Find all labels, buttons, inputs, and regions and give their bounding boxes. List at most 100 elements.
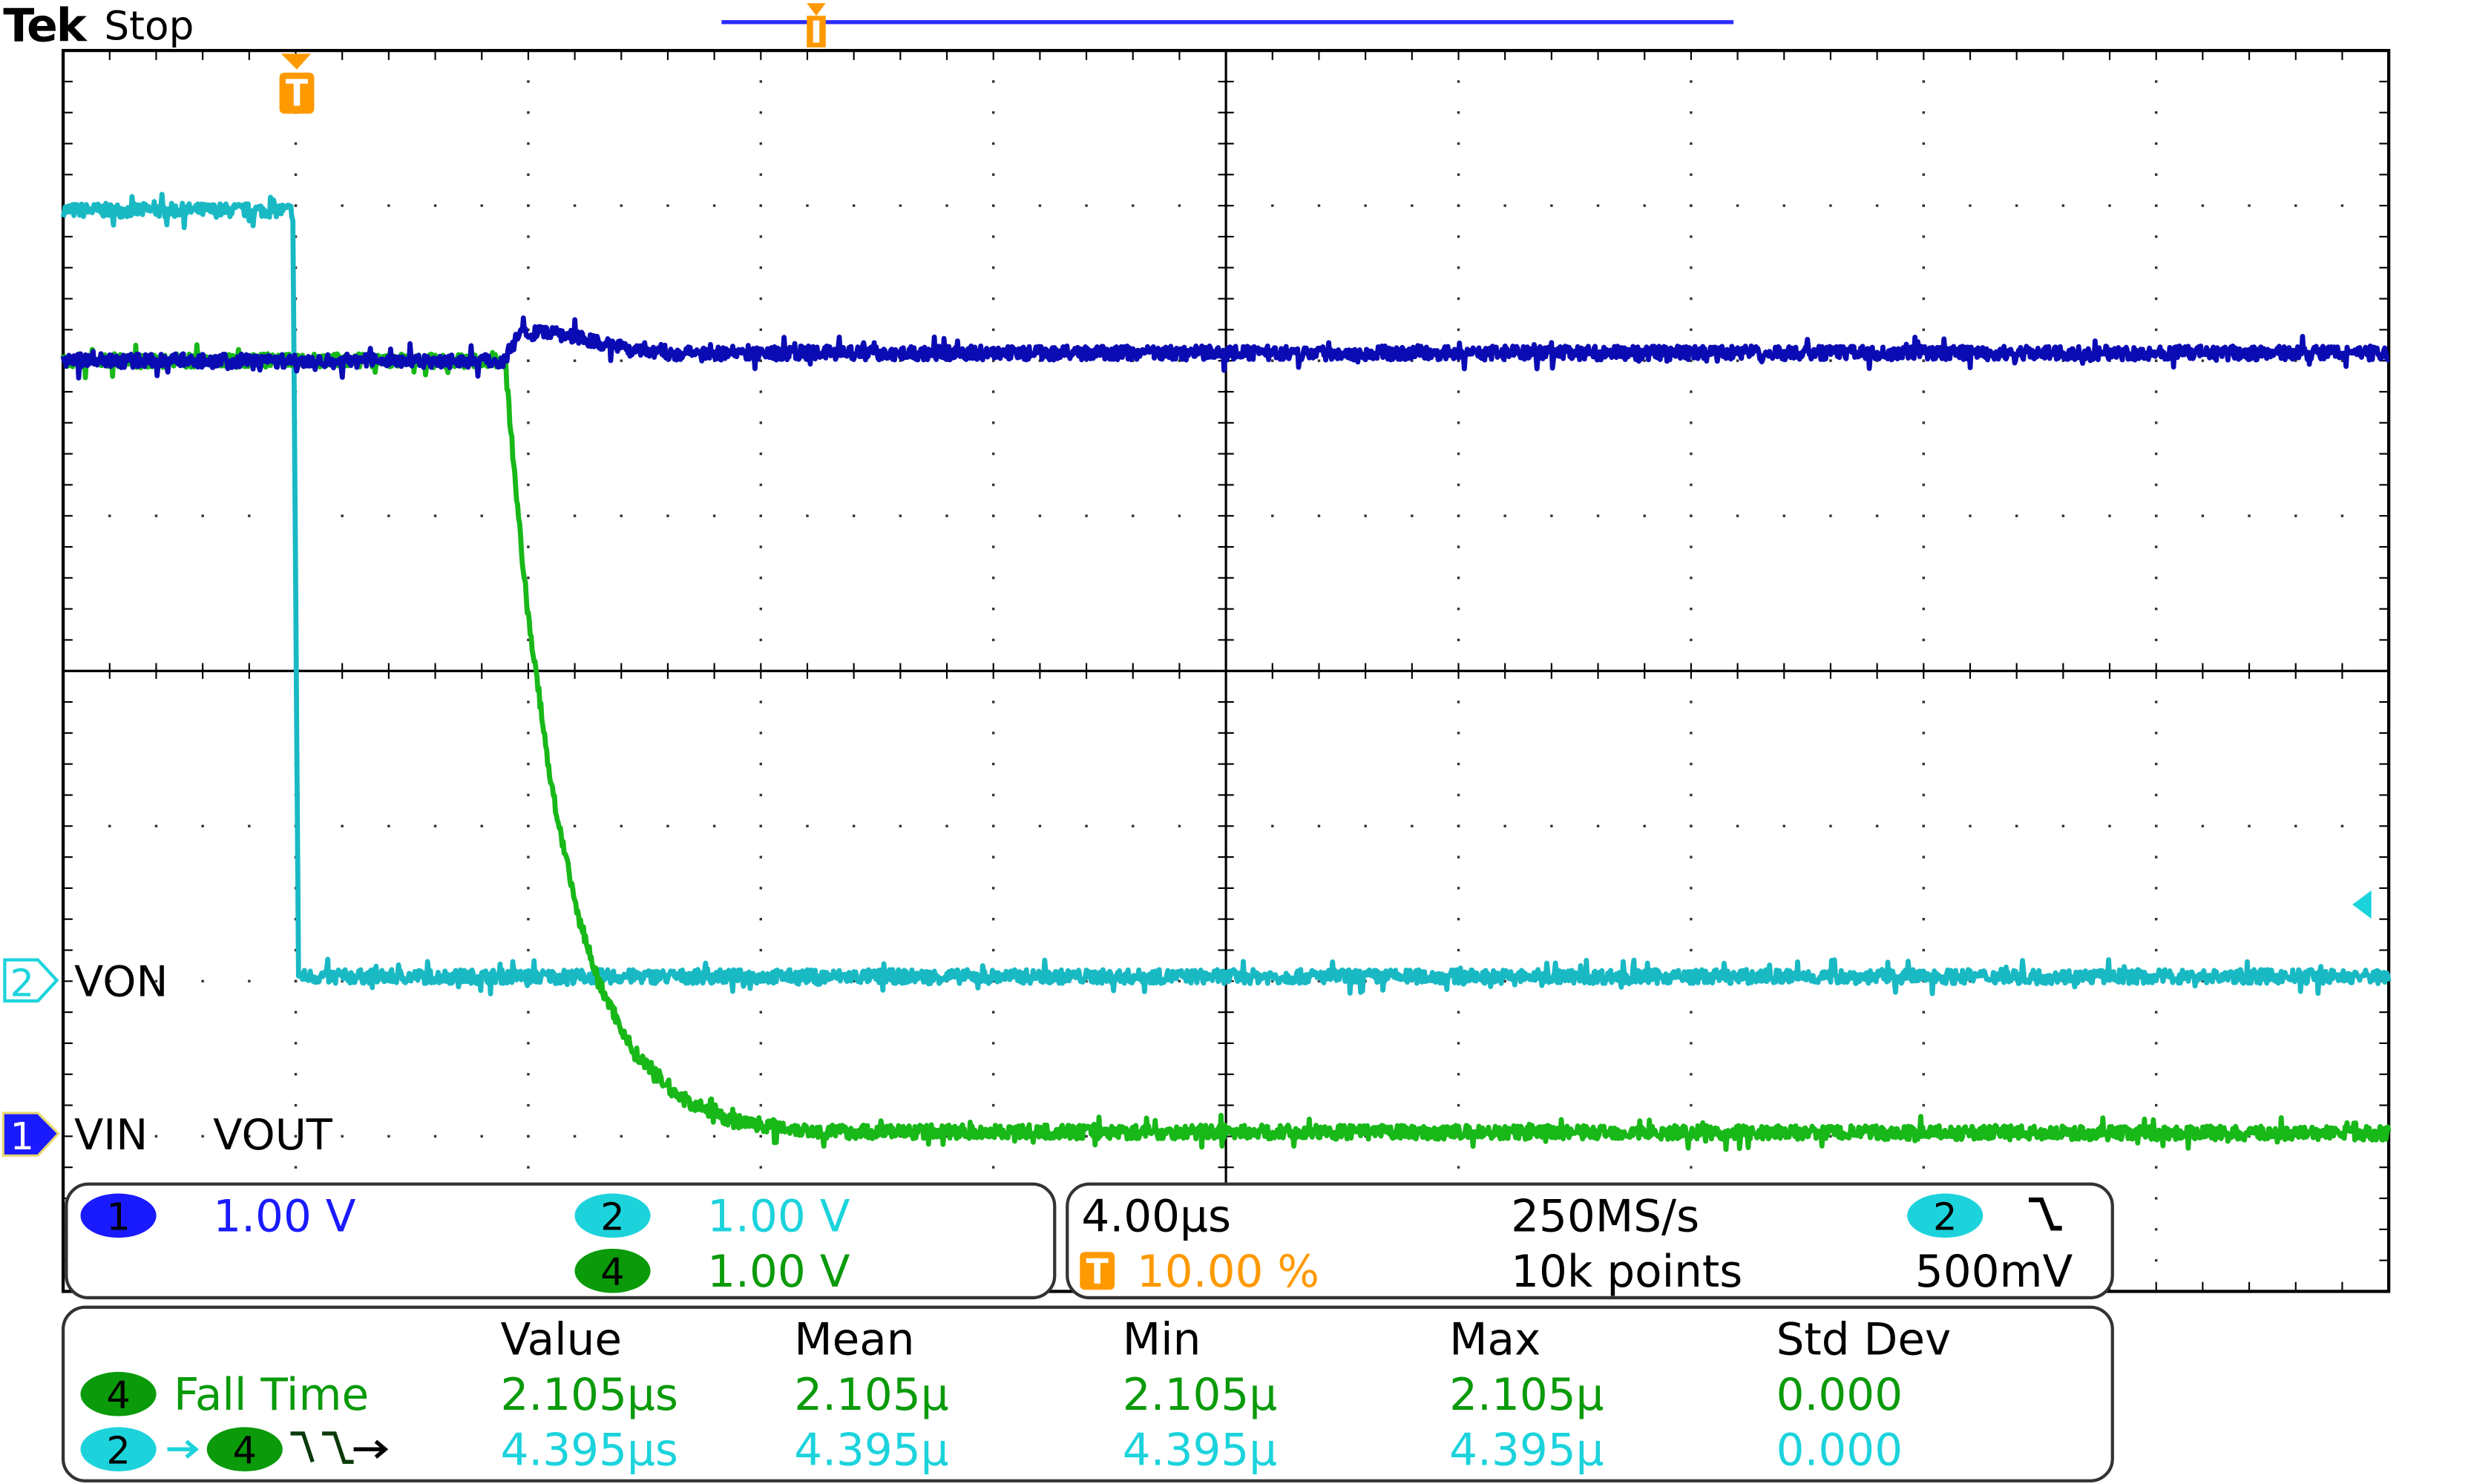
- grid-dot: [759, 173, 763, 177]
- measurement-row[interactable]: 4 Fall Time 2.105µs 2.105µ 2.105µ 2.105µ 0.000: [80, 1370, 1903, 1421]
- grid-dot: [759, 824, 763, 827]
- grid-dot: [2061, 204, 2065, 207]
- grid-dot: [1922, 856, 1926, 858]
- falling-edge-icon[interactable]: [2029, 1197, 2062, 1231]
- grid-dot: [2155, 1103, 2158, 1107]
- grid-dot: [1690, 111, 1693, 114]
- trigger-source-label: 2: [1933, 1195, 1957, 1239]
- measurement-headers: Value Mean Min Max Std Dev: [500, 1315, 1951, 1366]
- ch4-badge-label: 4: [600, 1251, 624, 1295]
- grid-dot: [2294, 514, 2297, 517]
- grid-dot: [1875, 514, 1879, 517]
- grid-dot: [759, 638, 763, 642]
- grid-dot: [759, 793, 763, 797]
- grid-dot: [2155, 359, 2158, 362]
- grid-dot: [1457, 1103, 1460, 1107]
- grid-dot: [1271, 979, 1274, 983]
- grid-dot: [2155, 142, 2158, 145]
- grid-dot: [899, 514, 902, 517]
- grid-dot: [1364, 204, 1367, 207]
- trace-von: [60, 191, 2392, 997]
- grid-dot: [527, 1166, 530, 1169]
- ch1-ground-marker[interactable]: 1: [1, 1112, 60, 1159]
- measurement-panel: [61, 1305, 2114, 1483]
- grid-dot: [992, 452, 995, 456]
- measurement-row[interactable]: 2 4 4.395µs 4.395µ 4.395µ 4.395µ 0.000: [80, 1425, 1903, 1476]
- grid-dot: [527, 266, 530, 269]
- grid-dot: [248, 979, 251, 983]
- grid-dot: [2155, 483, 2158, 487]
- measurement-value: 4.395µ: [1449, 1425, 1604, 1476]
- grid-dot: [759, 111, 763, 114]
- grid-dot: [387, 204, 390, 207]
- arrow-right-icon: [167, 1439, 199, 1459]
- ch2-label-von: VON: [74, 957, 168, 1007]
- grid-dot: [1457, 793, 1460, 797]
- grid-dot: [108, 1135, 111, 1138]
- grid-dot: [1922, 1042, 1926, 1045]
- grid-dot: [806, 514, 809, 517]
- grid-dot: [2155, 266, 2158, 269]
- grid-dot: [527, 1135, 530, 1138]
- grid-dot: [1690, 1042, 1693, 1045]
- grid-dot: [759, 1011, 763, 1014]
- grid-dot: [527, 732, 530, 735]
- grid-dot: [1457, 328, 1460, 332]
- grid-dot: [1922, 328, 1926, 332]
- grid-dot: [294, 1011, 298, 1014]
- grid-dot: [1178, 514, 1181, 517]
- grid-dot: [1364, 824, 1367, 827]
- grid-dot: [2155, 948, 2158, 952]
- grid-dot: [992, 173, 995, 177]
- grid-dot: [992, 514, 995, 517]
- grid-dot: [2108, 204, 2111, 207]
- grid-dot: [620, 204, 623, 207]
- ch4-scale[interactable]: 4 1.00 V: [574, 1247, 850, 1298]
- grid-dot: [1457, 173, 1460, 177]
- grid-dot: [1457, 638, 1460, 642]
- grid-dot: [480, 514, 483, 517]
- grid-dot: [2155, 700, 2158, 703]
- grid-dot: [759, 266, 763, 269]
- grid-dot: [992, 732, 995, 735]
- grid-dot: [620, 514, 623, 517]
- trigger-position-marker-icon[interactable]: [279, 53, 315, 114]
- grid-dot: [992, 111, 995, 114]
- ch2-ground-marker[interactable]: 2: [3, 958, 59, 1006]
- grid-dot: [992, 235, 995, 238]
- grid-dot: [527, 918, 530, 921]
- grid-dot: [1690, 80, 1693, 83]
- grid-dot: [1690, 887, 1693, 890]
- grid-dot: [759, 421, 763, 424]
- ch1-scale[interactable]: 1 1.00 V: [80, 1192, 356, 1243]
- grid-dot: [759, 607, 763, 611]
- ch2-scale[interactable]: 2 1.00 V: [574, 1192, 850, 1243]
- grid-dot: [2155, 235, 2158, 238]
- grid-dot: [294, 1042, 298, 1045]
- measurement-header: Value: [500, 1315, 622, 1366]
- timebase-value[interactable]: 4.00µs: [1081, 1192, 1231, 1243]
- grid-dot: [1317, 359, 1321, 362]
- grid-dot: [480, 204, 483, 207]
- grid-dot: [1690, 483, 1693, 487]
- trigger-source-badge[interactable]: [1907, 1193, 1984, 1238]
- ch1-scale-value: 1.00 V: [213, 1192, 356, 1243]
- grid-dot: [154, 979, 158, 983]
- grid-dot: [2155, 80, 2158, 83]
- grid-dot: [759, 700, 763, 703]
- grid-dot: [2340, 359, 2344, 362]
- grid-dot: [759, 452, 763, 456]
- grid-dot: [527, 359, 530, 362]
- grid-dot: [712, 204, 716, 207]
- grid-dot: [1922, 80, 1926, 83]
- grid-dot: [712, 514, 716, 517]
- trigger-position-value[interactable]: 10.00 %: [1137, 1247, 1319, 1298]
- grid-dot: [1690, 390, 1693, 393]
- trigger-level-value[interactable]: 500mV: [1915, 1247, 2073, 1298]
- grid-dot: [1457, 918, 1460, 921]
- grid-dot: [1550, 514, 1553, 517]
- grid-dot: [759, 887, 763, 890]
- source-badge-label: 4: [106, 1374, 130, 1418]
- trigger-level-marker-icon[interactable]: [2352, 890, 2372, 919]
- grid-dot: [1643, 514, 1646, 517]
